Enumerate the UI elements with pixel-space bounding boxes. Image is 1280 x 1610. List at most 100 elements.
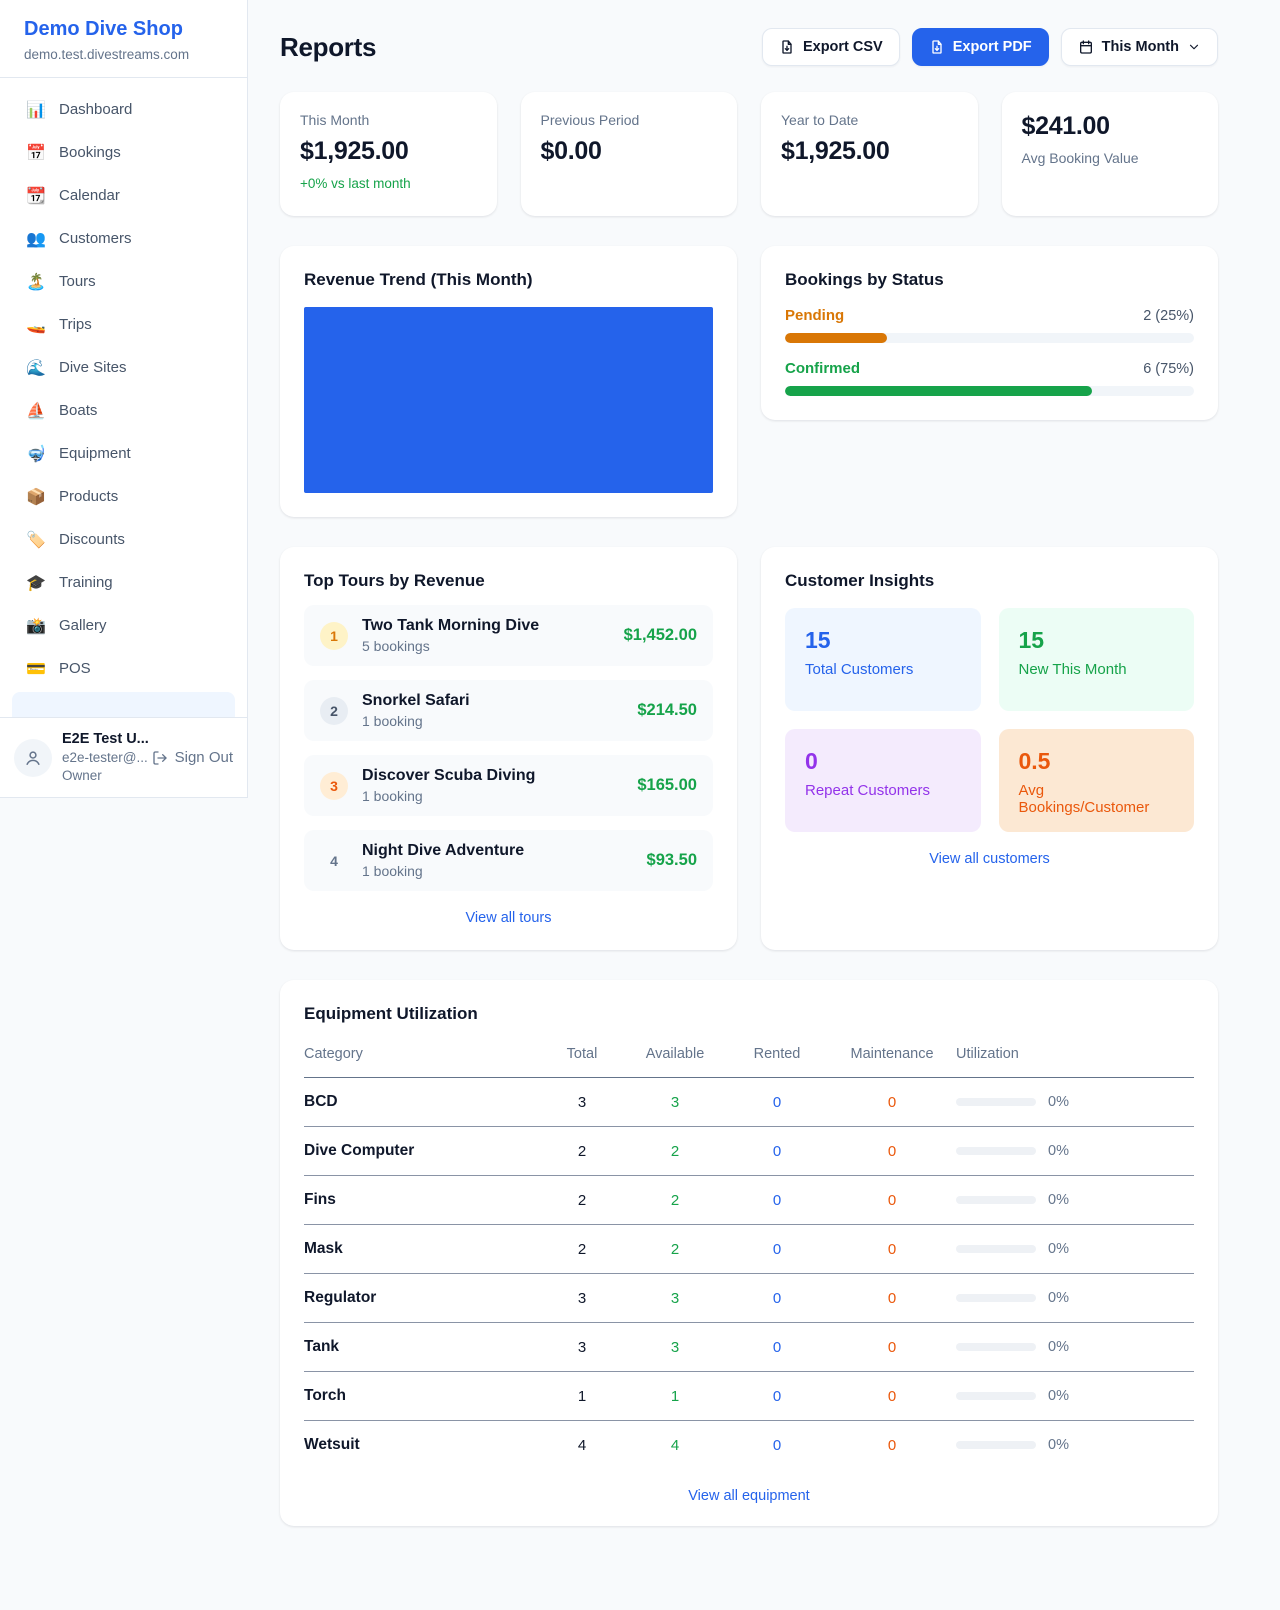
export-pdf-button[interactable]: Export PDF	[911, 28, 1049, 66]
period-dropdown[interactable]: This Month	[1060, 28, 1218, 66]
products-icon: 📦	[26, 488, 46, 506]
header-actions: Export CSV Export PDF This Month	[761, 28, 1218, 66]
stat-card-avg-booking-value: $241.00 Avg Booking Value	[1001, 92, 1218, 216]
tour-revenue: $214.50	[637, 701, 697, 719]
sidebar-item-bookings[interactable]: 📅 Bookings	[26, 144, 121, 162]
tour-name: Discover Scuba Diving	[362, 767, 536, 784]
sidebar-item-equipment[interactable]: 🤿 Equipment	[26, 445, 131, 463]
utilization-bar	[956, 1098, 1036, 1106]
customer-insights-card: Customer Insights 15 Total Customers 15 …	[761, 547, 1218, 950]
sidebar-item-tours[interactable]: 🏝️ Tours	[26, 273, 96, 291]
insights-grid: 15 Total Customers 15 New This Month 0 R…	[785, 608, 1194, 832]
tour-bookings: 5 bookings	[362, 638, 430, 654]
sidebar-item-dashboard[interactable]: 📊 Dashboard	[26, 101, 133, 119]
shop-logo-block: Demo Dive Shop demo.test.divestreams.com	[0, 0, 247, 78]
view-all-customers-link[interactable]: View all customers	[929, 851, 1050, 867]
page-header: Reports Export CSV Export PDF This Month	[280, 28, 1218, 66]
table-row: Dive Computer 2 2 0 0 0%	[304, 1126, 1194, 1176]
sign-out-icon	[152, 750, 167, 765]
utilization-bar	[956, 1343, 1036, 1351]
stat-card-previous-period: Previous Period $0.00	[520, 92, 737, 216]
main-content: Reports Export CSV Export PDF This Month…	[248, 0, 1280, 1526]
utilization-bar	[956, 1245, 1036, 1253]
stats-row: This Month $1,925.00 +0% vs last month P…	[280, 92, 1218, 216]
table-row: Tank 3 3 0 0 0%	[304, 1322, 1194, 1372]
sidebar-item-dive-sites[interactable]: 🌊 Dive Sites	[26, 359, 127, 377]
revenue-trend-card: Revenue Trend (This Month)	[280, 246, 737, 517]
sidebar-item-training[interactable]: 🎓 Training	[26, 574, 113, 592]
sidebar-user-footer: E2E Test U... e2e-tester@... Owner Sign …	[0, 717, 247, 797]
sidebar-item-calendar[interactable]: 📆 Calendar	[26, 187, 120, 205]
tour-bookings: 1 booking	[362, 863, 423, 879]
utilization-bar	[956, 1392, 1036, 1400]
col-header-category: Category	[304, 1038, 540, 1078]
table-row: Mask 2 2 0 0 0%	[304, 1224, 1194, 1274]
table-row: Wetsuit 4 4 0 0 0%	[304, 1436, 1069, 1454]
person-icon	[26, 750, 40, 765]
file-download-icon	[932, 40, 942, 54]
col-header-maintenance: Maintenance	[828, 1038, 956, 1078]
dive-sites-icon: 🌊	[26, 359, 46, 377]
customer-insights-title: Customer Insights	[785, 571, 935, 590]
customers-icon: 👥	[26, 230, 46, 248]
stat-delta: +0% vs last month	[300, 176, 411, 191]
top-tours-title: Top Tours by Revenue	[304, 571, 485, 590]
utilization-bar	[956, 1196, 1036, 1204]
status-label: Confirmed	[785, 360, 860, 377]
bookings-status-title: Bookings by Status	[785, 270, 944, 289]
tours-insights-row: Top Tours by Revenue 1 Two Tank Morning …	[280, 547, 1218, 950]
calendar-icon: 📆	[26, 187, 46, 205]
col-header-available: Available	[624, 1038, 726, 1078]
utilization-bar	[956, 1441, 1036, 1449]
sidebar-item-gallery[interactable]: 📸 Gallery	[26, 617, 107, 635]
status-bar-fill	[785, 386, 1092, 396]
equipment-utilization-title: Equipment Utilization	[304, 1004, 478, 1023]
gallery-icon: 📸	[26, 617, 46, 635]
revenue-trend-title: Revenue Trend (This Month)	[304, 270, 533, 289]
status-count: 2 (25%)	[1143, 308, 1194, 324]
dashboard-icon: 📊	[26, 101, 46, 119]
sidebar-item-pos[interactable]: 💳 POS	[26, 660, 91, 678]
sidebar-item-discounts[interactable]: 🏷️ Discounts	[26, 531, 125, 549]
utilization-bar	[956, 1147, 1036, 1155]
tour-row: 2 Snorkel Safari 1 booking $214.50	[304, 680, 713, 741]
equipment-table: Category Total Available Rented Maintena…	[304, 1038, 1194, 1469]
revenue-trend-chart	[304, 307, 713, 493]
user-info: E2E Test U... e2e-tester@... Owner	[62, 730, 149, 785]
sidebar-item-boats[interactable]: ⛵ Boats	[26, 402, 98, 420]
user-role: Owner	[62, 768, 102, 783]
pos-icon: 💳	[26, 660, 46, 678]
view-all-tours-link[interactable]: View all tours	[465, 910, 552, 926]
export-csv-button[interactable]: Export CSV	[761, 28, 900, 66]
col-header-rented: Rented	[726, 1038, 828, 1078]
view-all-equipment-link[interactable]: View all equipment	[688, 1488, 810, 1504]
status-count: 6 (75%)	[1143, 361, 1194, 377]
status-bar-track	[785, 333, 1194, 343]
sidebar-item-trips[interactable]: 🚤 Trips	[26, 316, 92, 334]
tour-name: Snorkel Safari	[362, 692, 470, 709]
tours-icon: 🏝️	[26, 273, 46, 291]
table-row: Torch 1 1 0 0 0%	[304, 1371, 1194, 1421]
insight-total-customers: 15 Total Customers	[785, 608, 981, 711]
stat-card-this-month: This Month $1,925.00 +0% vs last month	[280, 92, 497, 216]
insight-new-this-month: 15 New This Month	[998, 608, 1194, 711]
col-header-utilization: Utilization	[956, 1038, 1194, 1078]
tour-name: Night Dive Adventure	[362, 842, 525, 859]
sidebar-item-products[interactable]: 📦 Products	[26, 488, 119, 506]
page-title: Reports	[280, 31, 377, 62]
sidebar-nav: 📊 Dashboard 📅 Bookings 📆 Calendar 👥 Customer…	[0, 78, 247, 730]
discounts-icon: 🏷️	[26, 531, 46, 549]
sign-out-button[interactable]: Sign Out	[152, 749, 233, 766]
tour-row: 4 Night Dive Adventure 1 booking $93.50	[304, 830, 713, 891]
tour-revenue: $165.00	[637, 776, 697, 794]
tour-name: Two Tank Morning Dive	[362, 617, 540, 634]
shop-name: Demo Dive Shop	[24, 18, 183, 40]
equipment-icon: 🤿	[26, 445, 46, 463]
sidebar-item-customers[interactable]: 👥 Customers	[26, 230, 132, 248]
status-bar-fill	[785, 333, 888, 343]
insight-repeat-customers: 0 Repeat Customers	[785, 729, 981, 832]
rank-badge: 2	[320, 696, 348, 725]
bookings-icon: 📅	[26, 144, 46, 162]
table-row: Fins 2 2 0 0 0%	[304, 1175, 1194, 1225]
rank-badge: 1	[320, 621, 348, 650]
